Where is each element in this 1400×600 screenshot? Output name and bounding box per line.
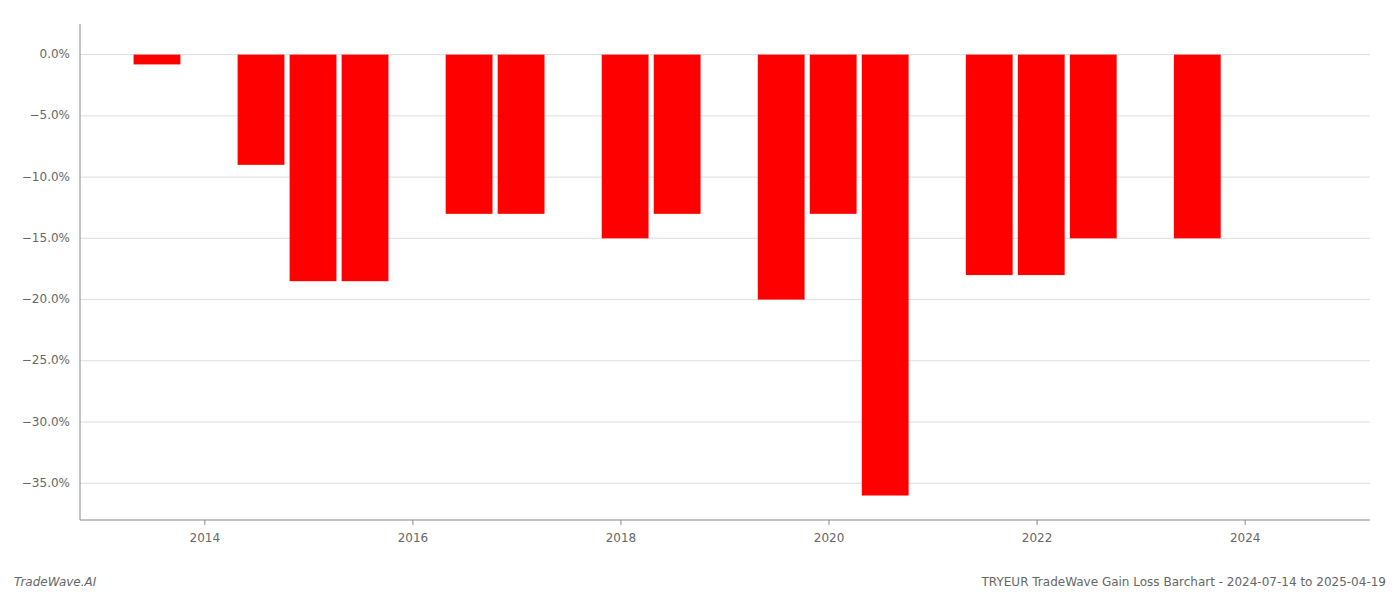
bar [810,55,857,214]
x-tick-label: 2014 [190,531,221,545]
y-tick-label: 0.0% [40,47,71,61]
x-tick [1245,520,1246,525]
chart-svg: 0.0% −5.0% −10.0% −15.0% −20.0% −25.0% −30.0% −… [0,0,1400,600]
grid-line [80,360,1370,361]
y-tick-label: −30.0% [22,415,70,429]
y-axis-line [80,24,81,520]
chart-container: 0.0% −5.0% −10.0% −15.0% −20.0% −25.0% −30.0% −… [0,0,1400,600]
x-tick-label: 2024 [1230,531,1261,545]
bar [498,55,545,214]
bar [758,55,805,300]
bar [290,55,337,282]
x-tick-label: 2018 [606,531,637,545]
x-axis-line [80,520,1370,521]
y-tick-label: −35.0% [22,476,70,490]
bar [602,55,649,239]
bar [446,55,493,214]
y-tick-label: −20.0% [22,292,70,306]
x-tick-label: 2022 [1022,531,1053,545]
grid [80,55,1370,484]
grid-line [80,299,1370,300]
bar [342,55,389,282]
bar [654,55,701,214]
grid-line [80,483,1370,484]
bar [1070,55,1117,239]
bar [1174,55,1221,239]
bars [134,55,1221,496]
annotations: TradeWave.AI TRYEUR TradeWave Gain Loss B… [14,575,1386,589]
bar [134,55,181,65]
x-tick [1037,520,1038,525]
bar [862,55,909,496]
footer-note: TRYEUR TradeWave Gain Loss Barchart - 20… [981,575,1386,589]
grid-line [80,422,1370,423]
x-tick-label: 2020 [814,531,845,545]
x-tick-label: 2016 [398,531,429,545]
x-tick [829,520,830,525]
axes: 0.0% −5.0% −10.0% −15.0% −20.0% −25.0% −30.0% −… [22,24,1370,545]
bar [238,55,285,165]
bar [966,55,1013,275]
x-tick [620,520,621,525]
footer-note: TradeWave.AI [14,575,97,589]
y-tick-label: −15.0% [22,231,70,245]
y-tick-label: −25.0% [22,353,70,367]
y-tick-label: −5.0% [29,108,70,122]
x-tick [412,520,413,525]
y-tick-label: −10.0% [22,170,70,184]
bar [1018,55,1065,275]
x-tick [204,520,205,525]
page: {"chart_data": {"type": "bar", "x": [201… [0,0,1400,600]
